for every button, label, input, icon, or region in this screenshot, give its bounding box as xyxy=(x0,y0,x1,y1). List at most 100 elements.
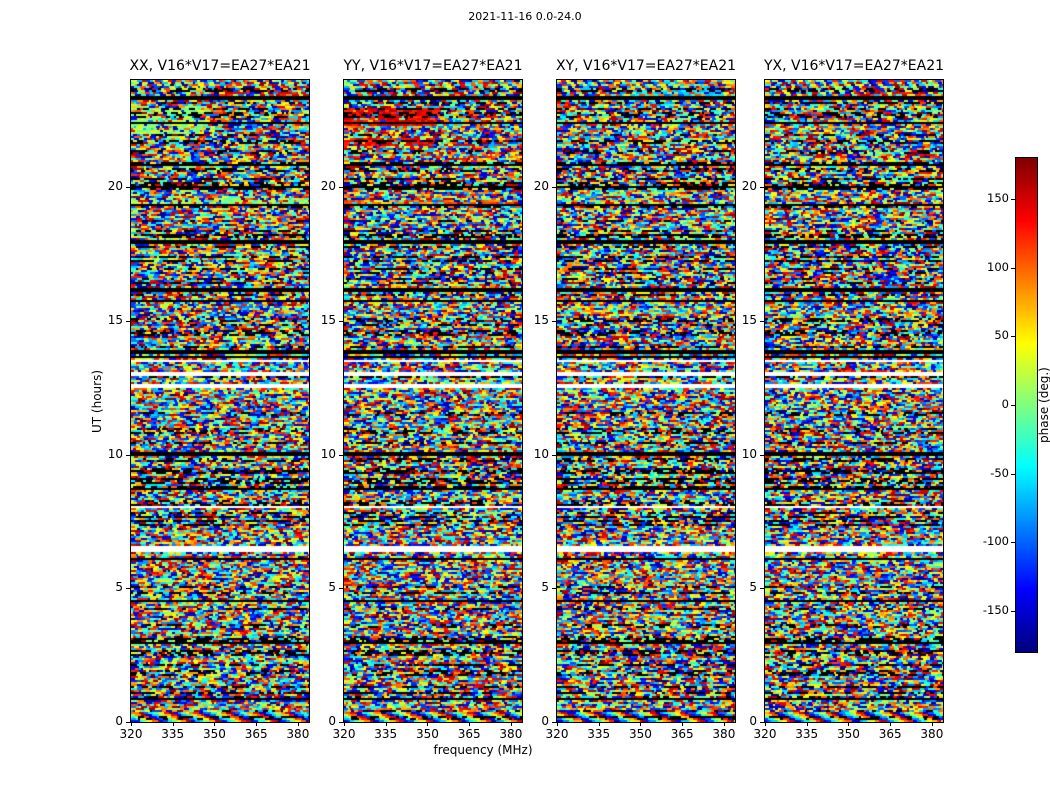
y-tick xyxy=(339,722,343,723)
colorbar-label: phase (deg.) xyxy=(1037,367,1050,443)
colorbar-tick xyxy=(1011,405,1015,406)
colorbar-tick-label: 50 xyxy=(994,328,1009,343)
x-tick xyxy=(931,722,933,726)
colorbar-tick xyxy=(1011,267,1015,269)
heatmap-xy xyxy=(557,80,735,722)
x-tick xyxy=(344,722,345,726)
y-tick xyxy=(760,187,764,188)
x-tick-label: 350 xyxy=(836,727,860,741)
y-tick-label: 10 xyxy=(107,446,123,461)
y-tick-label: 5 xyxy=(541,580,549,595)
panel-title-yy: YY, V16*V17=EA27*EA21 xyxy=(343,58,523,74)
y-tick-label: 5 xyxy=(749,580,757,595)
panel-title-xx: XX, V16*V17=EA27*EA21 xyxy=(129,58,311,74)
panel-title-yx: YX, V16*V17=EA27*EA21 xyxy=(763,58,945,74)
x-tick xyxy=(723,722,725,726)
y-tick xyxy=(760,722,764,723)
colorbar-tick xyxy=(1011,542,1015,544)
colorbar-tick-label: 0 xyxy=(1001,397,1009,411)
y-tick-label: 15 xyxy=(533,312,549,327)
panel-title-xy: XY, V16*V17=EA27*EA21 xyxy=(555,58,737,74)
y-tick xyxy=(760,320,764,322)
y-tick xyxy=(126,722,130,723)
colorbar-tick xyxy=(1011,336,1015,338)
panel-frame-yy xyxy=(343,79,523,723)
x-tick xyxy=(131,722,132,726)
panel-frame-yx xyxy=(764,79,944,723)
x-tick xyxy=(427,722,429,726)
panel-frame-xx xyxy=(130,79,310,723)
y-tick xyxy=(760,588,764,590)
x-tick-label: 380 xyxy=(712,727,736,741)
panel-frame-xy xyxy=(556,79,736,723)
y-tick xyxy=(126,320,130,322)
x-tick xyxy=(640,722,642,726)
y-tick-label: 0 xyxy=(749,714,757,728)
y-tick xyxy=(339,588,343,590)
colorbar-tick-label: -150 xyxy=(982,602,1009,617)
x-tick-label: 350 xyxy=(415,727,439,741)
y-tick-label: 0 xyxy=(541,714,549,728)
x-tick-label: 365 xyxy=(878,727,902,741)
heatmap-xx xyxy=(131,80,309,722)
y-tick xyxy=(552,320,556,322)
y-tick-label: 10 xyxy=(741,446,757,461)
y-tick-label: 10 xyxy=(533,446,549,461)
y-tick-label: 0 xyxy=(328,714,336,728)
y-tick xyxy=(552,454,556,456)
y-tick-label: 15 xyxy=(741,312,757,327)
y-tick xyxy=(552,588,556,590)
colorbar-tick xyxy=(1011,610,1015,612)
colorbar-gradient xyxy=(1016,158,1037,652)
x-tick-label: 350 xyxy=(202,727,226,741)
x-tick-label: 335 xyxy=(587,727,611,741)
x-tick-label: 320 xyxy=(545,727,569,741)
x-tick-label: 320 xyxy=(119,727,143,741)
x-tick-label: 365 xyxy=(244,727,268,741)
y-tick-label: 20 xyxy=(741,179,757,193)
x-axis-label: frequency (MHz) xyxy=(433,743,533,757)
y-tick-label: 5 xyxy=(115,580,123,595)
x-tick xyxy=(297,722,299,726)
x-tick xyxy=(557,722,558,726)
x-tick-label: 380 xyxy=(499,727,523,741)
x-tick xyxy=(256,722,258,726)
y-tick xyxy=(126,187,130,188)
figure-title: 2021-11-16 0.0-24.0 xyxy=(468,10,582,23)
x-tick xyxy=(385,722,387,726)
y-tick xyxy=(339,454,343,456)
x-tick-label: 380 xyxy=(920,727,944,741)
y-tick-label: 15 xyxy=(320,312,336,327)
y-tick xyxy=(760,454,764,456)
colorbar-tick-label: -50 xyxy=(990,465,1009,480)
x-tick xyxy=(172,722,174,726)
y-tick xyxy=(339,187,343,188)
x-tick xyxy=(848,722,850,726)
y-tick-label: 15 xyxy=(107,312,123,327)
x-tick-label: 380 xyxy=(286,727,310,741)
colorbar-tick-label: 150 xyxy=(987,191,1009,206)
y-tick-label: 10 xyxy=(320,446,336,461)
x-tick-label: 320 xyxy=(332,727,356,741)
y-tick xyxy=(126,454,130,456)
x-tick-label: 335 xyxy=(161,727,185,741)
y-tick xyxy=(339,320,343,322)
x-tick-label: 335 xyxy=(795,727,819,741)
x-tick-label: 350 xyxy=(628,727,652,741)
y-tick-label: 20 xyxy=(107,179,123,193)
x-tick-label: 365 xyxy=(457,727,481,741)
colorbar-tick-label: 100 xyxy=(987,259,1009,274)
y-tick xyxy=(126,588,130,590)
heatmap-yy xyxy=(344,80,522,722)
y-tick-label: 5 xyxy=(328,580,336,595)
y-tick-label: 20 xyxy=(320,179,336,193)
x-tick xyxy=(598,722,600,726)
x-tick-label: 320 xyxy=(753,727,777,741)
colorbar-tick-label: -100 xyxy=(982,534,1009,549)
y-tick-label: 20 xyxy=(533,179,549,193)
heatmap-yx xyxy=(765,80,943,722)
colorbar-tick xyxy=(1011,199,1015,201)
x-tick xyxy=(765,722,766,726)
x-tick xyxy=(510,722,512,726)
